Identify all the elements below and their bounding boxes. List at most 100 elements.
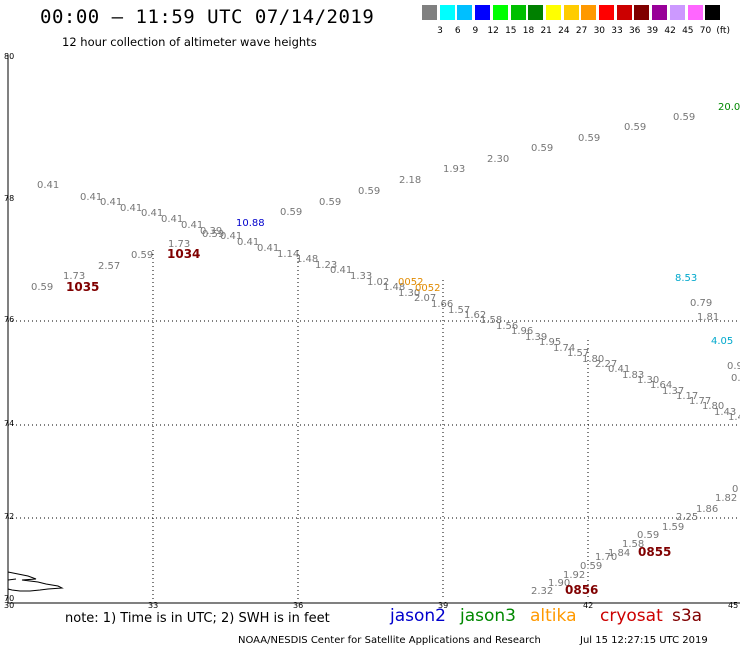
colorbar-swatch [457,5,473,20]
colorbar-swatch [634,5,650,20]
lon-label-42: 42 [583,601,594,610]
wave-height-value: 0.41 [608,364,630,375]
wave-height-value: 2.32 [531,586,553,597]
colorbar-label: 3 [437,26,443,36]
colorbar-swatch [492,5,508,20]
colorbar-label: 6 [454,26,461,36]
wave-height-value: 0.59 [580,561,602,572]
wave-height-value: 1.73 [168,239,190,250]
wave-height-value: 2.27 [595,359,617,370]
colorbar-label: 18 [522,26,535,36]
wave-height-value: 0.41 [220,231,242,242]
wave-height-value: 0.41 [330,265,352,276]
wave-height-value: 0.39 [200,226,222,237]
colorbar-swatch [687,5,703,20]
legend-cryosat: cryosat [600,606,663,626]
colorbar-swatch [563,5,579,20]
colorbar-swatch [599,5,614,20]
wave-height-value: 1.77 [689,396,711,407]
wave-height-value: 0.41 [37,180,59,191]
legend-s3a: s3a [672,606,703,626]
wave-height-value: 0.41 [237,237,259,248]
credit-line: NOAA/NESDIS Center for Satellite Applica… [238,635,541,646]
colorbar-label: 15 [505,26,517,36]
coastline [7,571,64,592]
colorbar-label: 12 [487,26,499,36]
wave-height-value: 1.73 [63,271,85,282]
colorbar-label: 36 [628,26,641,36]
lat-label-70: 70 [4,594,15,603]
wave-height-value: 1.30 [637,375,659,386]
wave-height-value: 2.57 [98,261,120,272]
wave-height-value: 0.9 [727,361,740,372]
wave-height-observations: 0.410.410.410.410.410.410.410.390.590.41… [31,102,740,597]
wave-height-value: 1.74 [553,343,575,354]
lat-label-74: 74 [4,419,15,428]
wave-height-value: 4.05 [711,336,733,347]
wave-height-value: 1.39 [525,332,547,343]
lat-label-78: 78 [4,194,15,203]
wave-height-value: 0.59 [637,530,659,541]
wave-height-value: 0.59 [624,122,646,133]
wave-height-value: 1.33 [350,271,372,282]
page-title: 00:00 – 11:59 UTC 07/14/2019 [40,6,375,28]
legend-jason3: jason3 [460,606,516,626]
wave-height-value: 1.80 [582,354,604,365]
lat-label-76: 76 [4,315,15,324]
wave-height-value: 1.14 [277,249,299,260]
wave-height-value: 8.53 [675,273,697,284]
lon-label-45: 45 [728,601,739,610]
pass-time-label: 0855 [638,545,671,559]
wave-height-value: 1.58 [622,539,644,550]
wave-height-value: 1.02 [367,277,389,288]
wave-height-value: 1.84 [608,548,630,559]
wave-height-value: 1.56 [496,321,518,332]
colorbar-swatch [581,5,597,20]
wave-height-value: 0.41 [161,214,183,225]
wave-height-value: 1.62 [464,310,486,321]
generated-timestamp: Jul 15 12:27:15 UTC 2019 [580,635,708,646]
wave-height-value: 1.4 [728,412,740,423]
lat-label-80: 80 [4,52,15,61]
colorbar-swatch [510,5,526,20]
wave-height-value: 1.57 [448,305,470,316]
wave-height-value: 0.79 [690,298,712,309]
wave-height-value: 1.37 [662,386,684,397]
wave-height-value: 1.96 [511,326,533,337]
wave-height-value: 20.0 [718,102,740,113]
wave-height-value: 1.95 [539,337,561,348]
pass-time-label: 0856 [565,583,598,597]
wave-height-value: 0. [731,373,740,384]
wave-height-value: 1.17 [676,391,698,402]
wave-height-value: 0.41 [181,220,203,231]
wave-height-value: 1.48 [383,282,405,293]
wave-height-value: 2.25 [676,512,698,523]
colorbar-label: 30 [593,26,606,36]
wave-height-value: 1.64 [650,380,672,391]
wave-height-value: 0.41 [120,203,142,214]
colorbar-swatch [616,5,632,20]
lon-label-36: 36 [293,601,304,610]
page-subtitle: 12 hour collection of altimeter wave hei… [62,35,317,49]
colorbar-label: 27 [575,26,588,36]
colorbar-label: 39 [646,26,659,36]
wave-height-value: 1.86 [696,504,718,515]
wave-height-value: 2.07 [414,293,436,304]
wave-height-value: 0.41 [100,197,122,208]
wave-height-value: 2.30 [487,154,509,165]
wave-height-value: 0052 [398,277,423,288]
colorbar-label: 70 [699,26,712,36]
wave-height-value: 1.83 [622,370,644,381]
wave-height-value: 0.59 [280,207,302,218]
wave-height-value: 1.43 [714,407,736,418]
wave-height-value: 2.18 [399,175,421,186]
wave-height-value: 10.88 [236,218,265,229]
wave-height-value: 0.59 [319,197,341,208]
colorbar-label: 9 [472,26,479,36]
colorbar-swatch [528,5,544,20]
wave-height-value: 0 [732,484,738,495]
legend-jason2: jason2 [390,606,446,626]
pass-time-labels: 1035 1034 0855 0856 [66,247,671,597]
colorbar-label: 45 [682,26,694,36]
